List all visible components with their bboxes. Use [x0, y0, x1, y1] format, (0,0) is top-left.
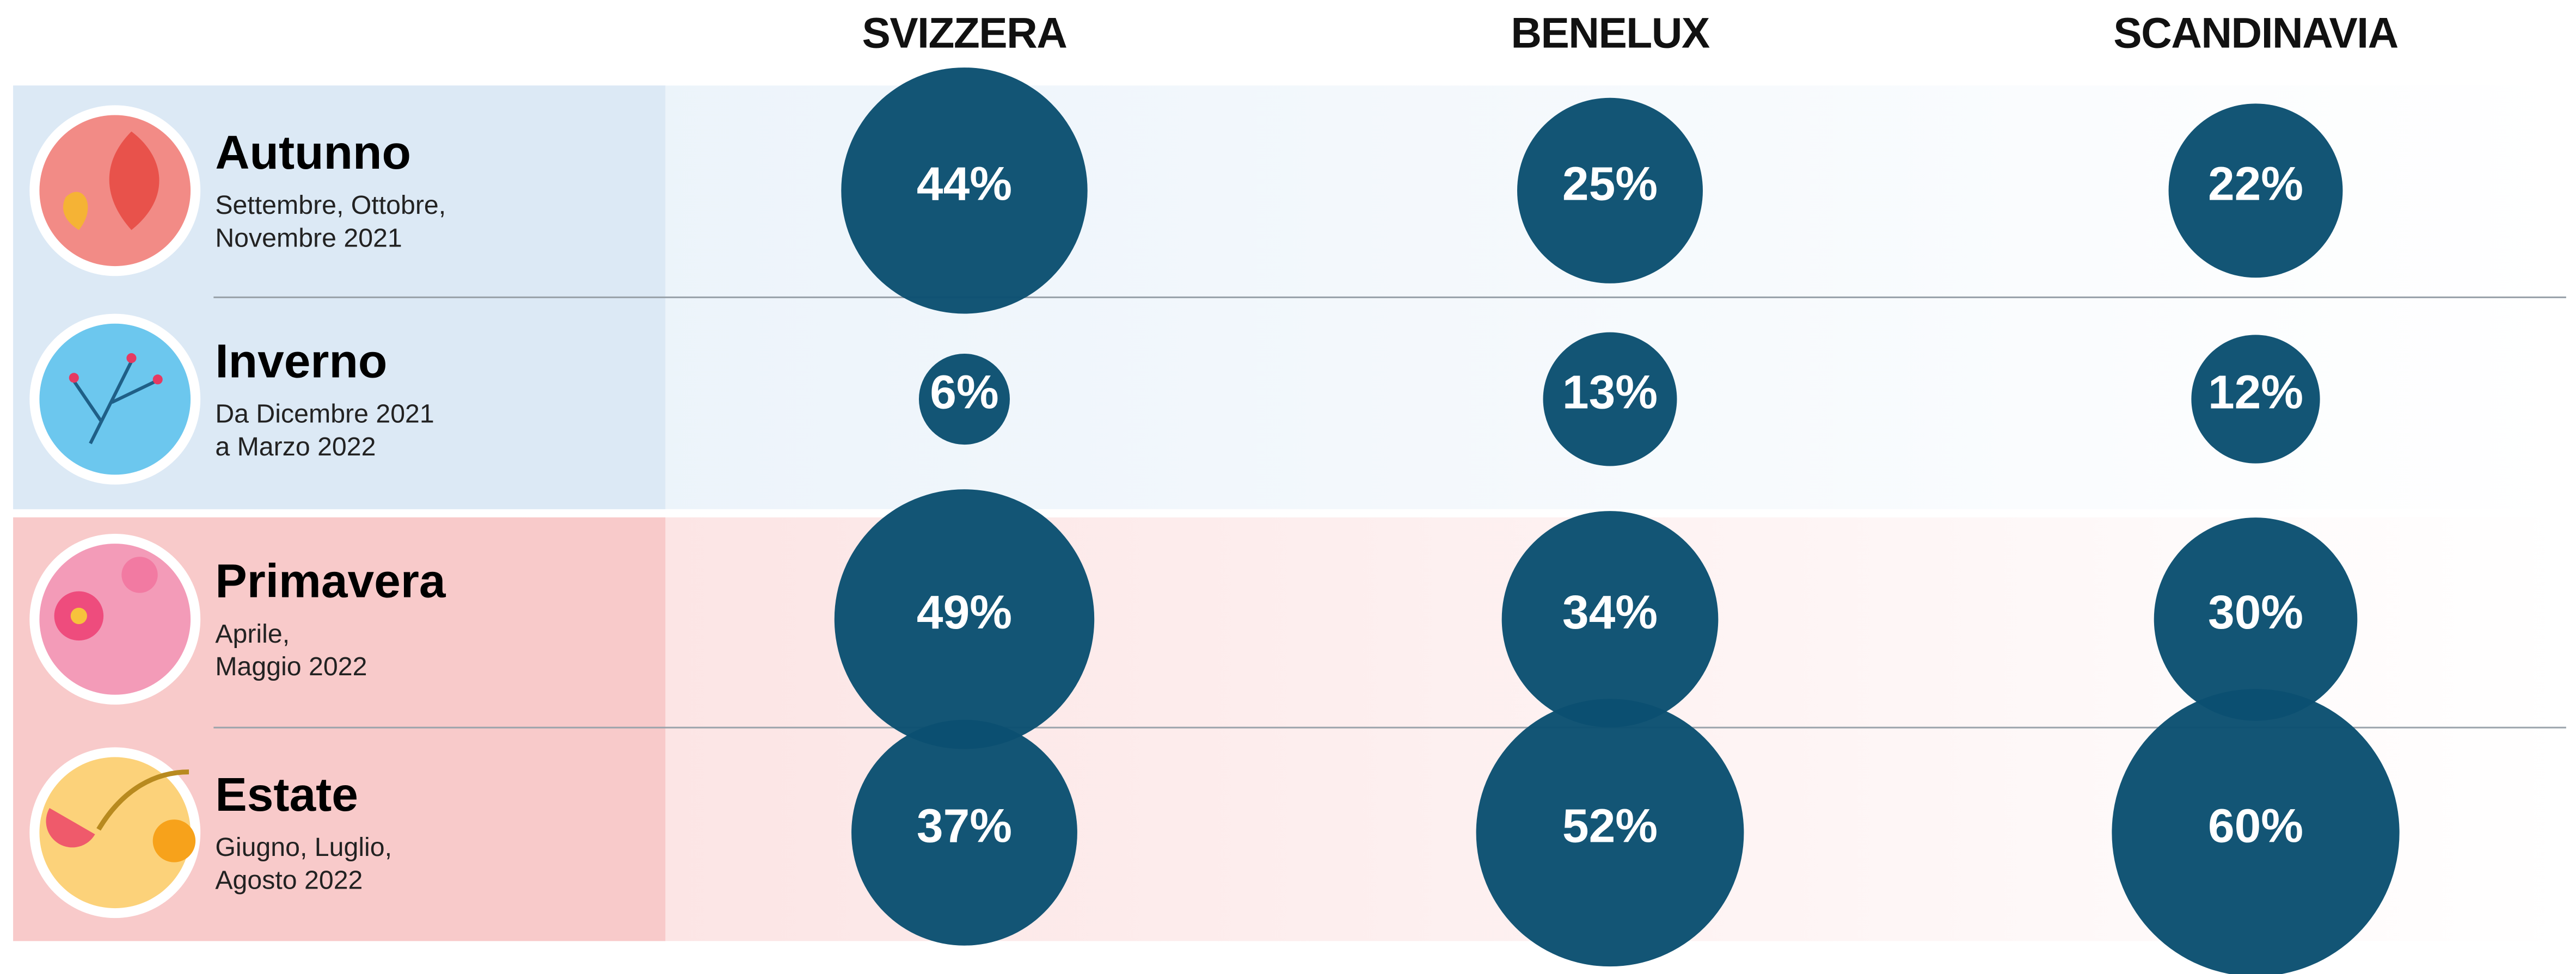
season-period: Maggio 2022: [215, 652, 367, 681]
season-period: Da Dicembre 2021: [215, 399, 434, 428]
value-label: 34%: [1562, 585, 1658, 639]
icon-flower: [121, 557, 157, 593]
season-name: Estate: [215, 768, 358, 821]
column-header: BENELUX: [1511, 9, 1709, 57]
value-label: 25%: [1562, 157, 1658, 210]
value-label: 22%: [2208, 157, 2303, 210]
icon-berry: [153, 374, 163, 384]
column-header: SCANDINAVIA: [2113, 9, 2397, 57]
season-icons: [29, 105, 200, 918]
value-label: 13%: [1562, 366, 1658, 419]
season-name: Autunno: [215, 126, 411, 179]
season-period: Aprile,: [215, 619, 290, 649]
season-period: Novembre 2021: [215, 224, 402, 253]
season-period: a Marzo 2022: [215, 432, 376, 461]
value-label: 60%: [2208, 799, 2303, 852]
value-label: 37%: [917, 799, 1012, 852]
column-header: SVIZZERA: [862, 9, 1067, 57]
icon-orange: [153, 819, 195, 862]
value-label: 49%: [917, 585, 1012, 639]
value-label: 52%: [1562, 799, 1658, 852]
value-label: 44%: [917, 157, 1012, 210]
chart: Autunno Settembre, Ottobre, Novembre 2021 I…: [0, 0, 2576, 974]
season-period: Settembre, Ottobre,: [215, 190, 446, 220]
season-name: Primavera: [215, 554, 446, 608]
icon-flower-center: [71, 608, 87, 624]
value-label: 6%: [930, 366, 998, 419]
season-name: Inverno: [215, 334, 387, 387]
season-period: Giugno, Luglio,: [215, 833, 392, 862]
icon-berry: [126, 353, 136, 363]
season-period: Agosto 2022: [215, 866, 363, 895]
icon-berry: [69, 373, 79, 383]
value-label: 12%: [2208, 366, 2303, 419]
value-label: 30%: [2208, 585, 2303, 639]
page: {"chart_data": { "type": "bubble", "colo…: [0, 0, 2576, 974]
